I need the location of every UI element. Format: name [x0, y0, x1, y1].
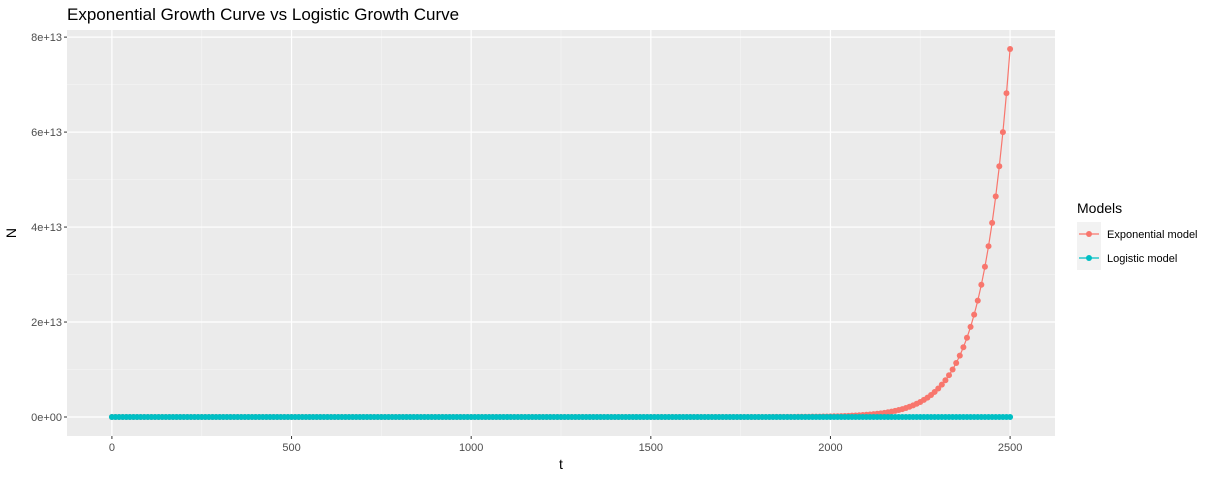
exponential-point	[938, 381, 945, 388]
exponential-point	[953, 359, 960, 366]
logistic-legend-label: Logistic model	[1107, 253, 1177, 265]
x-tick-label: 500	[282, 442, 300, 454]
exponential-point	[949, 366, 956, 373]
x-tick-label: 1500	[639, 442, 663, 454]
exponential-point	[992, 193, 999, 200]
x-tick-label: 1000	[459, 442, 483, 454]
x-tick-label: 0	[109, 442, 115, 454]
legend-title: Models	[1077, 200, 1122, 216]
series-layer	[108, 45, 1014, 421]
logistic-legend-point	[1086, 255, 1092, 261]
x-axis: 0 500 1000 1500 2000 2500	[109, 436, 1022, 454]
exponential-point	[985, 243, 992, 250]
exponential-point	[963, 334, 970, 341]
exponential-point	[999, 129, 1006, 136]
exponential-point	[967, 323, 974, 330]
exponential-point	[981, 263, 988, 270]
exponential-point	[1007, 45, 1014, 52]
exponential-point	[978, 281, 985, 288]
y-axis: 0e+00 2e+13 4e+13 6e+13 8e+13	[31, 32, 67, 424]
exponential-legend-label: Exponential model	[1107, 229, 1198, 241]
logistic-point	[1007, 414, 1014, 421]
y-tick-label: 2e+13	[31, 317, 62, 329]
exponential-point	[956, 352, 963, 359]
exponential-point	[935, 385, 942, 392]
logistic-series	[108, 414, 1014, 421]
y-axis-title: N	[3, 228, 19, 238]
x-axis-title: t	[559, 456, 563, 472]
x-tick-label: 2500	[998, 442, 1022, 454]
exponential-point	[971, 311, 978, 318]
exponential-point	[946, 372, 953, 379]
minor-gridlines	[67, 30, 1055, 436]
legend: Models Exponential model Logistic model	[1077, 200, 1198, 270]
exponential-point	[974, 297, 981, 304]
y-tick-label: 4e+13	[31, 222, 62, 234]
exponential-point	[989, 219, 996, 226]
exponential-point	[960, 344, 967, 351]
exponential-point	[996, 163, 1003, 170]
exponential-point	[942, 377, 949, 384]
exponential-point	[1003, 90, 1010, 97]
y-tick-label: 0e+00	[31, 412, 62, 424]
y-tick-label: 6e+13	[31, 127, 62, 139]
y-tick-label: 8e+13	[31, 32, 62, 44]
exponential-legend-point	[1086, 231, 1092, 237]
chart-title: Exponential Growth Curve vs Logistic Gro…	[67, 5, 459, 24]
x-tick-label: 2000	[818, 442, 842, 454]
